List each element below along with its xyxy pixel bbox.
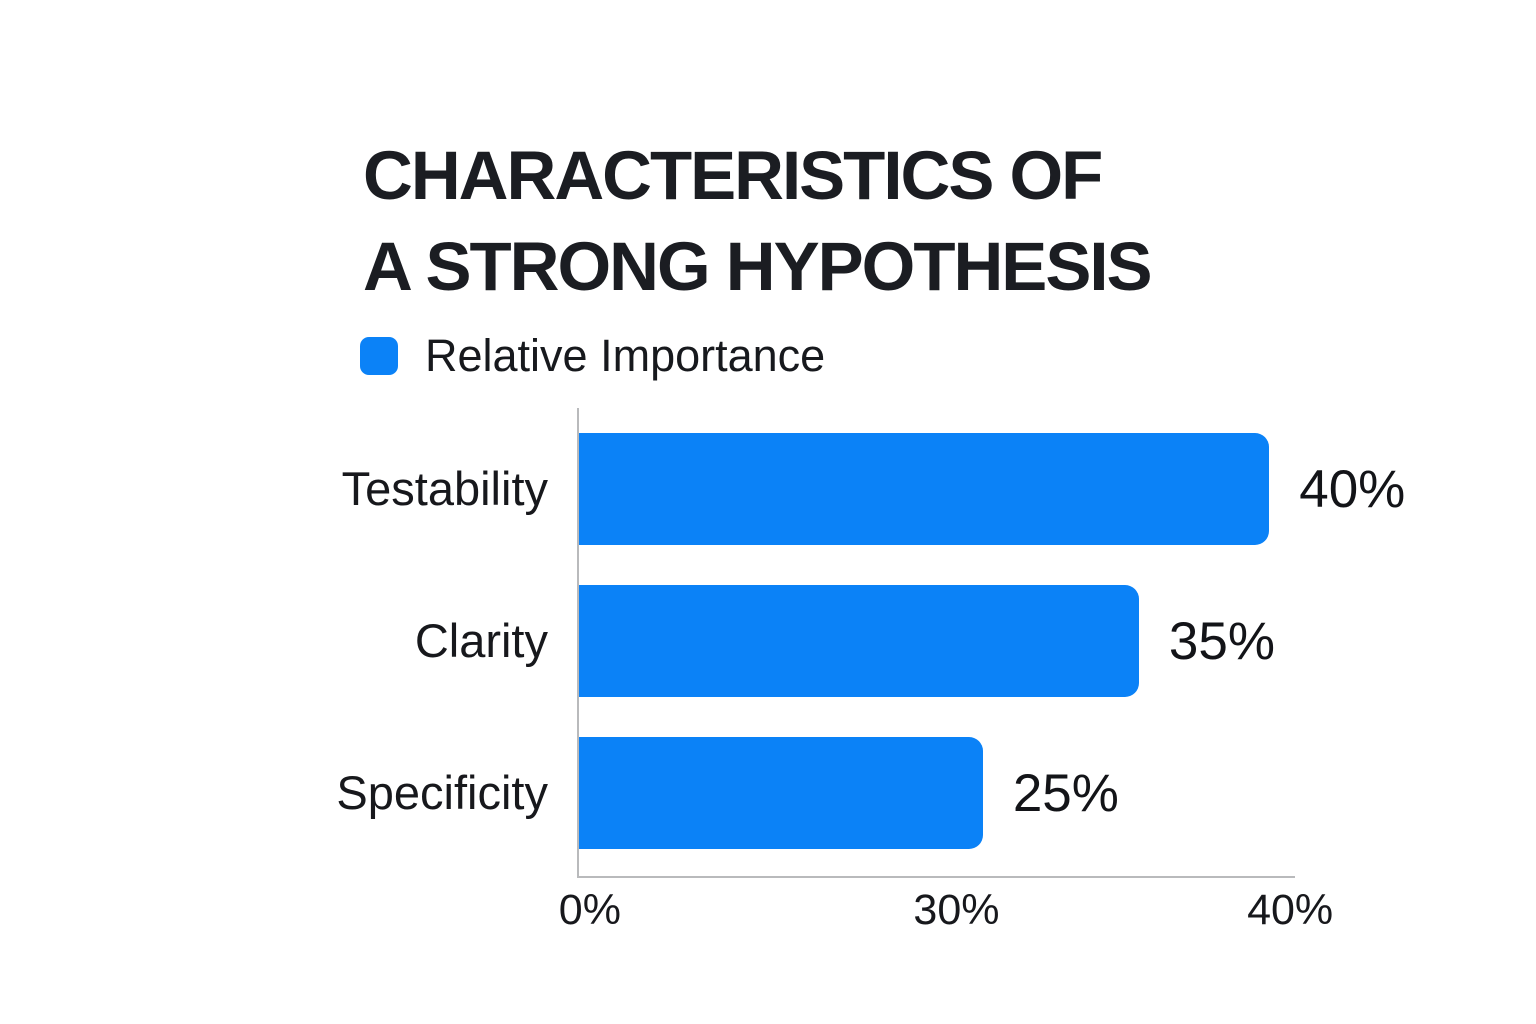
bar-specificity: [579, 737, 983, 849]
title-line-2: A STRONG HYPOTHESIS: [363, 228, 1153, 306]
plot-area: 40% 35% 25%: [577, 408, 1405, 878]
bar-testability: [579, 433, 1270, 545]
bar-row: 40%: [579, 433, 1405, 545]
legend: Relative Importance: [360, 333, 825, 378]
x-axis: 0% 30% 40%: [559, 886, 1333, 946]
bar-row: 25%: [579, 737, 1295, 849]
category-label-specificity: Specificity: [336, 766, 548, 819]
legend-swatch-icon: [360, 336, 398, 375]
x-axis-tick-30: 30%: [913, 886, 1000, 934]
title-line-1: CHARACTERISTICS OF: [363, 137, 1103, 215]
bar-row: 35%: [579, 585, 1295, 697]
category-label-testability: Testability: [341, 462, 548, 515]
bar-value-label-specificity: 25%: [1012, 763, 1119, 823]
legend-label: Relative Importance: [425, 330, 826, 381]
x-axis-tick-0: 0%: [558, 886, 621, 934]
category-label-clarity: Clarity: [414, 614, 548, 667]
bar-value-label-testability: 40%: [1299, 459, 1406, 519]
page-title: CHARACTERISTICS OF A STRONG HYPOTHESIS: [363, 130, 1153, 312]
bar-clarity: [579, 585, 1139, 697]
bar-value-label-clarity: 35%: [1168, 611, 1275, 671]
x-axis-tick-40: 40%: [1247, 886, 1334, 934]
